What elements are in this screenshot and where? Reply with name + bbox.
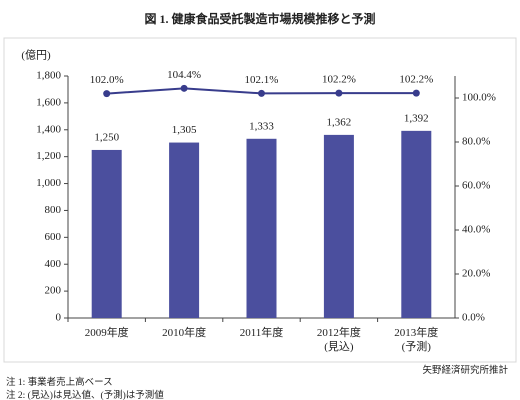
line-point bbox=[180, 84, 188, 92]
bar bbox=[246, 138, 277, 318]
y-tick-label: 1,600 bbox=[36, 96, 61, 108]
x-tick-label: 2012年度 (見込) bbox=[316, 327, 361, 353]
bar-label: 1,333 bbox=[249, 120, 274, 132]
chart-title: 図 1. 健康食品受託製造市場規模推移と予測 bbox=[144, 11, 375, 26]
y-tick-label: 1,000 bbox=[36, 177, 61, 189]
bar-label: 1,392 bbox=[404, 112, 429, 124]
line-label: 102.0% bbox=[90, 74, 124, 86]
line-label: 104.4% bbox=[167, 69, 201, 81]
bar bbox=[401, 130, 432, 318]
y-tick-label: 400 bbox=[45, 258, 62, 270]
x-tick-label: 2010年度 bbox=[162, 327, 207, 339]
bar bbox=[169, 142, 200, 318]
line-label: 102.2% bbox=[322, 74, 356, 86]
line-point bbox=[103, 90, 111, 98]
y2-tick-label: 0.0% bbox=[462, 312, 485, 324]
line-label: 102.2% bbox=[399, 74, 433, 86]
y2-tick-label: 80.0% bbox=[462, 136, 490, 148]
x-tick-label: 2013年度 (予測) bbox=[394, 327, 439, 353]
y-tick-label: 1,400 bbox=[36, 123, 61, 135]
x-tick-label: 2011年度 bbox=[239, 327, 284, 339]
y-tick-label: 0 bbox=[56, 312, 62, 324]
note: 注 1: 事業者売上高ベース bbox=[6, 378, 113, 388]
y-tick-label: 800 bbox=[45, 204, 62, 216]
bar-label: 1,362 bbox=[327, 116, 352, 128]
note: 注 2: (見込)は見込値、(予測)は予測値 bbox=[6, 391, 164, 400]
y-tick-label: 200 bbox=[45, 285, 62, 297]
line-point bbox=[412, 89, 420, 97]
y-tick-label: 1,800 bbox=[36, 70, 61, 82]
y2-tick-label: 20.0% bbox=[462, 268, 490, 280]
bar-label: 1,250 bbox=[94, 131, 119, 143]
y-tick-label: 1,200 bbox=[36, 150, 61, 162]
bar-label: 1,305 bbox=[172, 124, 197, 136]
y2-tick-label: 40.0% bbox=[462, 224, 490, 236]
bar bbox=[91, 149, 122, 318]
y2-tick-label: 100.0% bbox=[462, 92, 496, 104]
x-tick-label: 2009年度 bbox=[84, 327, 129, 339]
y-axis-label: (億円) bbox=[21, 49, 51, 62]
y-tick-label: 600 bbox=[45, 231, 62, 243]
chart-frame bbox=[3, 37, 517, 363]
source: 矢野経済研究所推計 bbox=[422, 366, 508, 376]
line-label: 102.1% bbox=[245, 74, 279, 86]
line-point bbox=[335, 89, 343, 97]
bar bbox=[323, 134, 354, 318]
y2-tick-label: 60.0% bbox=[462, 180, 490, 192]
line-point bbox=[258, 89, 265, 97]
